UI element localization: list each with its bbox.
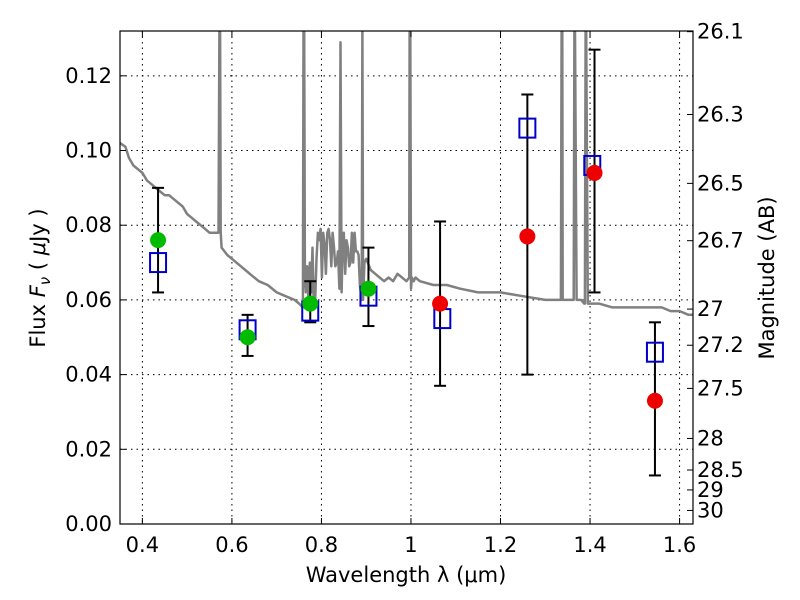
y2-tick-label: 29: [697, 478, 724, 502]
model-spectrum: [120, 31, 693, 317]
square-marker: [645, 341, 664, 363]
y2-tick-label: 30: [697, 498, 724, 522]
y-tick-label: 0.06: [65, 288, 112, 312]
y-tick-label: 0.08: [65, 213, 112, 237]
red-circle-marker: [432, 295, 449, 312]
y2-tick-label: 26.5: [697, 171, 744, 195]
axis-labels: 0.4 0.6 0.8 1 1.2 1.4 1.6 0.00 0.02 0.04 0.06 0.08 0…: [65, 20, 744, 557]
square-marker: [518, 117, 537, 139]
square-marker: [433, 308, 452, 330]
green-circle-marker: [302, 295, 319, 312]
red-circle-marker: [586, 164, 603, 181]
x-axis-title: Wavelength λ (μm): [306, 563, 507, 587]
x-tick-label: 0.6: [215, 533, 248, 557]
y-tick-label: 0.04: [65, 363, 112, 387]
y-axis-title: Flux Fν ( μJy ): [26, 208, 54, 347]
red-circle-marker: [646, 392, 663, 409]
y2-tick-label: 27: [697, 297, 724, 321]
y2-tick-label: 26.1: [697, 20, 744, 44]
x-tick-label: 0.8: [305, 533, 338, 557]
y2-tick-label: 26.7: [697, 229, 744, 253]
square-marker: [149, 252, 168, 274]
x-tick-label: 1.6: [663, 533, 696, 557]
y-tick-label: 0.00: [65, 512, 112, 536]
y-tick-label: 0.02: [65, 437, 112, 461]
y-tick-label: 0.12: [65, 64, 112, 88]
red-circle-marker: [519, 228, 536, 245]
axis-ticks: [120, 31, 693, 525]
y2-tick-label: 27.5: [697, 376, 744, 400]
y2-tick-label: 28: [697, 426, 724, 450]
plot-border: [119, 30, 694, 525]
data-markers: [149, 117, 664, 409]
green-circle-marker: [239, 329, 256, 346]
x-tick-label: 1.4: [573, 533, 606, 557]
grid: [120, 31, 693, 525]
y2-axis-title: Magnitude (AB): [755, 196, 779, 359]
x-tick-label: 1: [404, 533, 417, 557]
model-spectrum-line: [120, 31, 693, 317]
x-tick-label: 0.4: [126, 533, 159, 557]
plot-frame: [119, 30, 694, 525]
x-tick-label: 1.2: [484, 533, 517, 557]
y2-tick-label: 26.3: [697, 102, 744, 126]
y-tick-label: 0.10: [65, 139, 112, 163]
green-circle-marker: [150, 232, 167, 249]
y2-tick-label: 27.2: [697, 333, 744, 357]
green-circle-marker: [360, 280, 377, 297]
y2-tick-label: 28.5: [697, 458, 744, 482]
